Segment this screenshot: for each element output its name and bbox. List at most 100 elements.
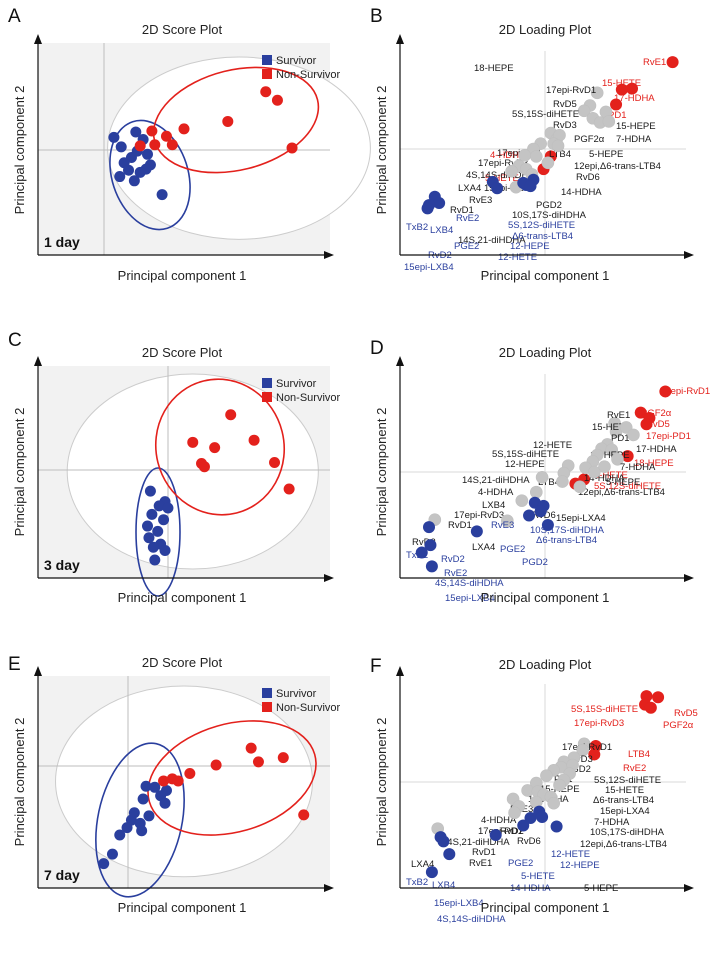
point-14-hdha [541,156,555,170]
non-survivor-point [172,775,184,787]
legend-survivor-swatch-a [262,55,272,65]
label-10s-17s-dihdha: 10S,17S-diHDHA [590,827,665,838]
survivor-point [152,525,164,537]
panel-c: C 2D Score Plot Principal component 1 Pr… [8,330,341,605]
survivor-confidence-ellipse [109,119,191,231]
label-14-hdha: 14-HDHA [561,187,602,198]
label-pge2: PGE2 [500,544,525,555]
reference-ellipse [55,685,313,878]
label-12epi-delta6-trans-ltb4: 12epi,Δ6-trans-LTB4 [574,161,661,172]
label-pge2: PGE2 [454,241,479,252]
point-17epi-rvd1 [659,385,672,398]
label-lxa4: LXA4 [411,859,434,870]
score-plot-title-e: 2D Score Plot [142,655,223,670]
y-axis-arrow-c [34,356,42,366]
survivor-point [147,541,159,553]
day-label-a: 1 day [44,234,80,250]
label-rvd5: RvD5 [553,99,577,110]
label-pgd2: PGD2 [565,764,591,775]
label-17epi-rvd3: 17epi-RvD3 [454,510,504,521]
label-ltb4: LTB4 [628,749,650,760]
non-survivor-point [209,442,221,454]
non-survivor-point [222,115,234,127]
non-survivor-point [286,142,298,154]
point-15-hepe [605,443,619,457]
survivor-point [106,848,118,860]
legend-non-survivor-swatch-e [262,702,272,712]
non-survivor-point [158,775,170,787]
scatter-c [38,366,330,597]
label-15-hepe: 15-HEPE [590,450,630,461]
point-17epi-rvd1 [590,86,604,100]
label-17-hdha: 17-HDHA [614,93,655,104]
y-axis-arrow-a [34,34,42,44]
survivor-point [142,148,153,160]
point-4s-14s-dihdha [415,546,428,559]
x-axis-label-f: Principal component 1 [481,900,610,915]
label-5s-12s-dihete: 5S,12S-diHETE [594,775,661,786]
label-5s-15s-dihete: 5S,15S-diHETE [571,704,638,715]
label-15epi-lxb4: 15epi-LXB4 [404,262,454,273]
label-12-hepe: 12-HEPE [560,860,600,871]
legend-survivor-swatch-c [262,378,272,388]
label-lxa4: LXA4 [458,183,481,194]
legend-survivor-label-e: Survivor [276,688,317,700]
label-12epi-delta6-trans-ltb4: 12epi,Δ6-trans-LTB4 [580,839,667,850]
loading-plot-title-d: 2D Loading Plot [499,345,592,360]
label-pd1: PD1 [611,433,629,444]
label-rvd3: RvD3 [412,537,436,548]
point-5-hepe [598,460,611,474]
point-lxa4 [518,149,532,162]
x-axis-arrow-c [324,574,334,582]
survivor-point [134,166,146,178]
non-survivor-point [260,86,272,98]
point-15epi-lxb4 [425,560,438,573]
non-survivor-confidence-ellipse [154,378,286,516]
point-rvd6 [556,475,569,488]
loading-plot-title-b: 2D Loading Plot [499,22,592,37]
survivor-point [162,502,174,514]
point-rvd3 [576,743,590,757]
label-rve3: RvE3 [491,520,514,531]
point-pgd2 [541,519,554,531]
day-label-e: 7 day [44,867,80,883]
label-ltb4: LTB4 [549,149,571,160]
x-axis-label-e: Principal component 1 [118,900,247,915]
survivor-point [146,508,158,520]
label-lxb4: LXB4 [482,500,505,511]
label-lxb4: LXB4 [430,225,453,236]
point-pgf2alpha [644,701,657,714]
label-14-hdha: 14-HDHA [584,473,625,484]
point-18-hepe [621,450,634,463]
label-4s-14s-dihdha: 4S,14S-diHDHA [435,578,504,589]
non-survivor-point [160,130,172,142]
point-lxa4 [500,514,514,528]
panel-e: E 2D Score Plot Principal component 1 Pr… [8,654,341,915]
label-15epi-lxb4: 15epi-LXB4 [434,898,484,909]
label-14s-21-dihdha: 14S,21-diHDHA [442,837,510,848]
label-5-hete: 5-HETE [594,470,628,481]
survivor-point [158,514,170,526]
label-rvd3: RvD3 [569,754,593,765]
point-17-hdha [626,82,638,95]
label-pgd2: PGD2 [522,557,548,568]
label-5s-12s-dihete: 5S,12S-diHETE [594,481,661,492]
label-rvd1: RvD1 [448,520,472,531]
y-axis-label-d: Principal component 2 [374,408,389,537]
label-17-hdha: 17-HDHA [636,444,677,455]
panel-letter-c: C [8,330,22,351]
label-15-hete: 15-HETE [605,785,644,796]
point-7-hdha [553,778,566,792]
survivor-point [114,171,126,183]
x-axis-arrow-d [684,574,694,582]
label-4-hdha: 4-HDHA [478,487,514,498]
survivor-point [121,822,133,834]
point-lxb4 [535,470,549,484]
label-pd1: PD1 [608,110,626,121]
y-axis-label-f: Principal component 2 [374,718,389,847]
x-axis-arrow-b [684,251,694,259]
label-15epi-lxb4: 15epi-LXB4 [445,593,495,604]
